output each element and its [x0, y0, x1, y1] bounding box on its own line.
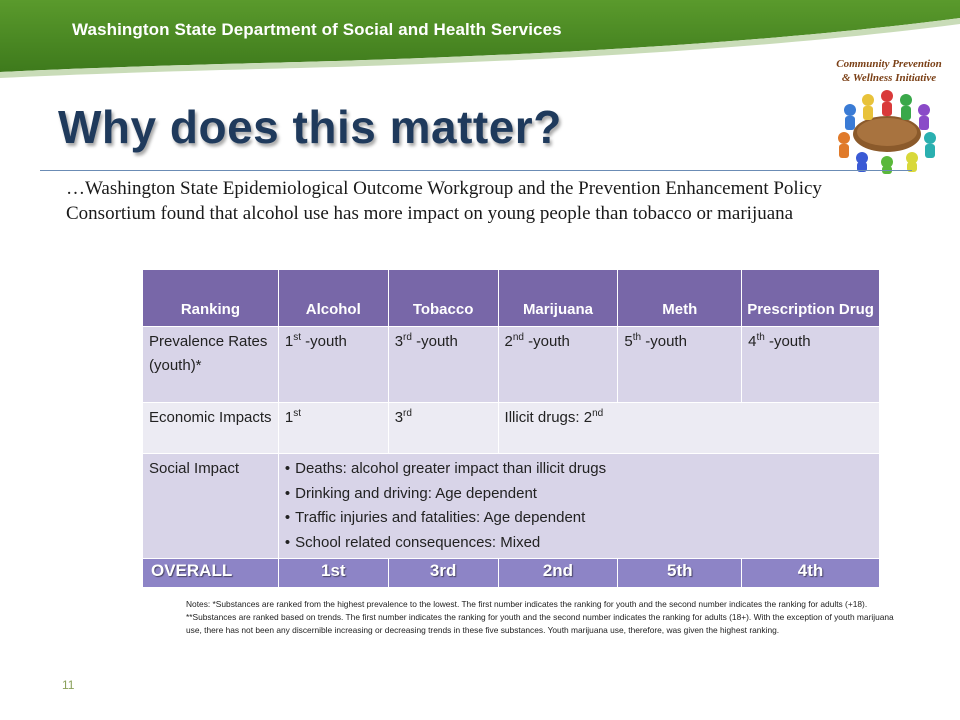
cell-social-impacts: Deaths: alcohol greater impact than illi…: [277, 453, 881, 559]
title-divider: [40, 170, 912, 171]
cell-overall-prescription: 4th: [741, 558, 880, 588]
cell-overall-marijuana: 2nd: [497, 558, 619, 588]
table-row-prevalence: Prevalence Rates (youth)* 1st -youth 3rd…: [142, 326, 880, 403]
row-label-economic: Economic Impacts: [142, 402, 279, 454]
intro-text: …Washington State Epidemiological Outcom…: [66, 178, 822, 224]
social-impact-item: School related consequences: Mixed: [295, 531, 873, 556]
cell-prevalence-meth: 5th -youth: [617, 326, 743, 403]
col-header-meth: Meth: [617, 269, 743, 327]
agency-name: Washington State Department of Social an…: [72, 20, 562, 39]
col-header-ranking: Ranking: [142, 269, 279, 327]
col-header-prescription: Prescription Drug: [741, 269, 880, 327]
cell-economic-tobacco: 3rd: [387, 402, 499, 454]
cell-economic-alcohol: 1st: [277, 402, 389, 454]
cell-prevalence-prescription: 4th -youth: [741, 326, 880, 403]
col-header-tobacco: Tobacco: [387, 269, 499, 327]
social-impact-item: Drinking and driving: Age dependent: [295, 482, 873, 507]
row-label-overall: OVERALL: [142, 558, 279, 588]
cpwi-logo: Community Prevention & Wellness Initiati…: [826, 56, 952, 174]
row-label-prevalence: Prevalence Rates (youth)*: [142, 326, 279, 403]
logo-line-1: Community Prevention: [836, 58, 942, 70]
col-header-marijuana: Marijuana: [497, 269, 619, 327]
cell-prevalence-alcohol: 1st -youth: [277, 326, 389, 403]
col-header-alcohol: Alcohol: [277, 269, 389, 327]
substance-ranking-table: Ranking Alcohol Tobacco Marijuana Meth P…: [142, 269, 881, 588]
cell-prevalence-marijuana: 2nd -youth: [497, 326, 619, 403]
table-row-social: Social Impact Deaths: alcohol greater im…: [142, 453, 881, 559]
table-row-economic: Economic Impacts 1st 3rd Illicit drugs: …: [142, 402, 881, 454]
cell-economic-illicit: Illicit drugs: 2nd: [497, 402, 881, 454]
table-header-row: Ranking Alcohol Tobacco Marijuana Meth P…: [142, 269, 880, 327]
logo-line-2: & Wellness Initiative: [841, 72, 937, 84]
cell-overall-tobacco: 3rd: [387, 558, 499, 588]
social-impact-item: Traffic injuries and fatalities: Age dep…: [295, 506, 873, 531]
page-number: 11: [62, 678, 75, 692]
page-title: Why does this matter?: [58, 101, 562, 153]
table-notes: Notes: *Substances are ranked from the h…: [186, 599, 894, 636]
header-banner: Washington State Department of Social an…: [0, 0, 960, 78]
social-impact-list: Deaths: alcohol greater impact than illi…: [285, 457, 873, 555]
cell-overall-alcohol: 1st: [277, 558, 389, 588]
table-row-overall: OVERALL 1st 3rd 2nd 5th 4th: [142, 558, 880, 588]
banner-swoosh: [0, 0, 960, 78]
people-around-table-icon: [838, 90, 936, 174]
cell-overall-meth: 5th: [617, 558, 743, 588]
social-impact-item: Deaths: alcohol greater impact than illi…: [295, 457, 873, 482]
cell-prevalence-tobacco: 3rd -youth: [387, 326, 499, 403]
row-label-social: Social Impact: [142, 453, 279, 559]
